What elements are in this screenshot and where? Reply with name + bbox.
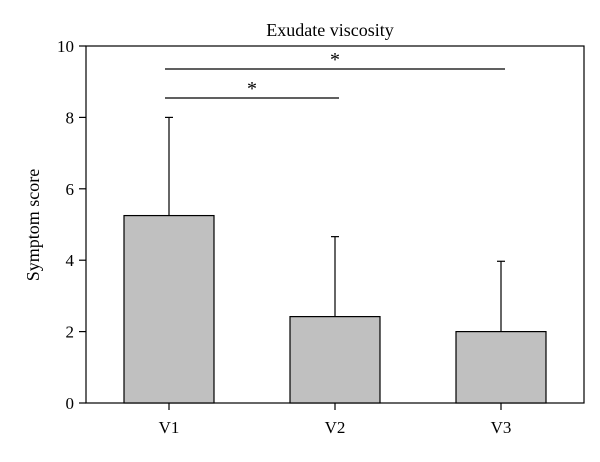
y-tick-label: 0 [66, 394, 75, 413]
y-tick-label: 8 [66, 108, 75, 127]
bar-v3 [455, 331, 547, 404]
y-tick-label: 10 [57, 37, 74, 56]
x-tick-label: V2 [325, 418, 346, 437]
x-tick-label: V3 [491, 418, 512, 437]
y-axis-title: Symptom score [23, 169, 43, 282]
bar-v1 [123, 214, 215, 404]
y-tick-label: 4 [66, 251, 75, 270]
significance-marker: * [247, 78, 257, 100]
bar-v2 [289, 316, 381, 404]
x-tick-label: V1 [159, 418, 180, 437]
plot-area: 0 2 4 6 8 10 V1 V2 V3 * * [57, 37, 585, 437]
significance-marker: * [330, 49, 340, 71]
chart-title: Exudate viscosity [266, 20, 393, 40]
y-tick-label: 6 [66, 180, 75, 199]
y-tick-label: 2 [66, 323, 75, 342]
